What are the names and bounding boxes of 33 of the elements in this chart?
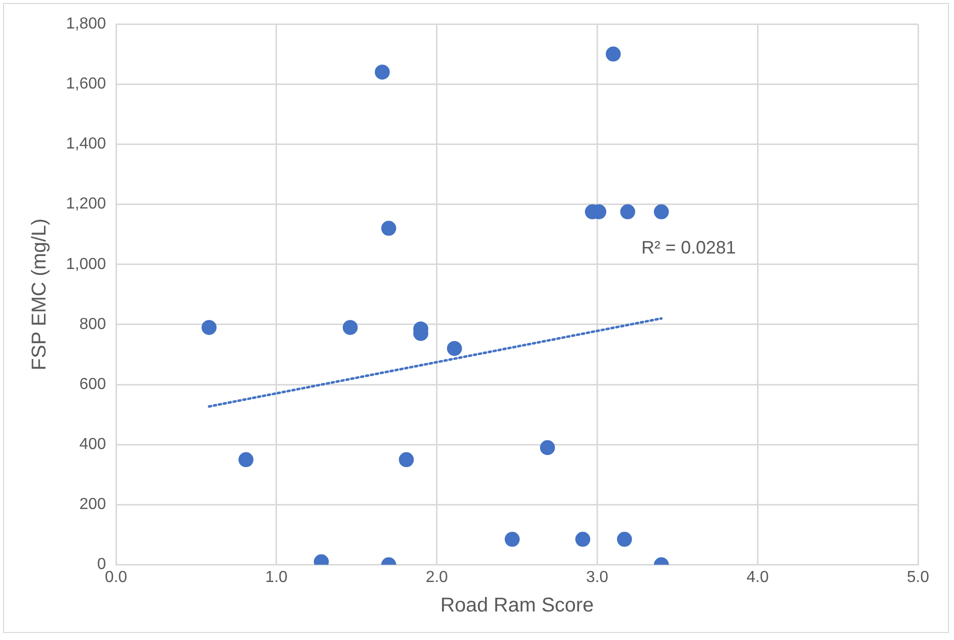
- x-tick-label: 0.0: [104, 568, 128, 586]
- point: [381, 220, 396, 236]
- y-tick-label: 1,800: [66, 15, 106, 32]
- y-tick-label: 800: [79, 316, 106, 333]
- point: [606, 46, 621, 62]
- point: [342, 320, 358, 335]
- point: [540, 440, 555, 456]
- point: [238, 452, 254, 468]
- y-tick-label: 1,200: [66, 196, 106, 213]
- y-tick-label: 400: [79, 436, 106, 454]
- x-tick-label: 2.0: [426, 568, 448, 586]
- y-tick-label: 600: [79, 376, 106, 393]
- point: [202, 320, 217, 335]
- y-tick-label: 1,000: [66, 256, 106, 273]
- y-tick-label: 0: [97, 556, 106, 574]
- point: [654, 204, 669, 220]
- annotation: R² = 0.0281: [641, 237, 736, 258]
- x-tick-label: 1.0: [265, 568, 288, 586]
- x-tick-label: 4.0: [746, 568, 769, 586]
- x-axis-title: Road Ram Score: [440, 594, 594, 617]
- point: [616, 532, 632, 547]
- point: [575, 532, 590, 547]
- y-tick-label: 1,600: [66, 75, 106, 92]
- y-tick-label: 200: [79, 496, 106, 514]
- x-tick-label: 3.0: [586, 568, 608, 586]
- point: [504, 532, 520, 547]
- y-tick-label: 1,400: [66, 136, 106, 153]
- point: [398, 452, 414, 468]
- x-tick-label: 5.0: [906, 568, 930, 586]
- point: [374, 64, 390, 80]
- point: [446, 340, 462, 356]
- point: [620, 204, 636, 220]
- y-axis-title: FSP EMC (mg/L): [28, 218, 51, 370]
